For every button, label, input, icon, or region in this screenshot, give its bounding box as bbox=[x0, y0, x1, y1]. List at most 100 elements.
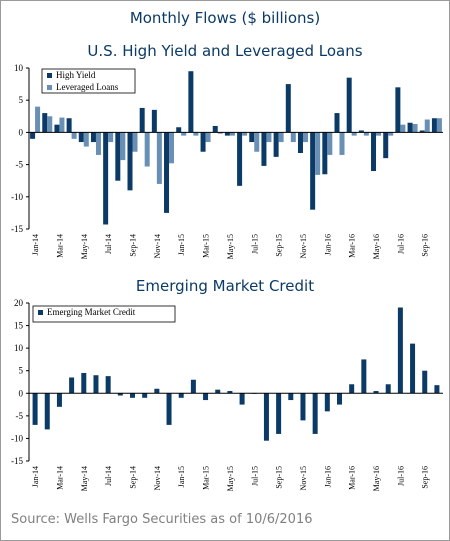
bar bbox=[115, 132, 121, 181]
bar bbox=[44, 393, 50, 430]
bar bbox=[300, 393, 306, 421]
legend-swatch bbox=[47, 73, 52, 78]
bar bbox=[227, 391, 233, 394]
bar bbox=[66, 118, 72, 133]
x-tick-label: May-16 bbox=[372, 234, 381, 259]
bar bbox=[371, 132, 377, 172]
x-tick-label: Jul-14 bbox=[104, 234, 113, 254]
bar bbox=[181, 132, 187, 136]
bar bbox=[422, 370, 428, 394]
y-tick-label: 5 bbox=[19, 366, 24, 376]
bar bbox=[249, 132, 255, 143]
x-tick-label: Mar-15 bbox=[202, 234, 211, 258]
bar bbox=[383, 132, 389, 159]
bar bbox=[388, 132, 394, 136]
bar bbox=[297, 132, 303, 154]
x-tick-label: Jan-16 bbox=[323, 234, 332, 255]
bar bbox=[358, 130, 364, 133]
bar bbox=[90, 132, 96, 143]
y-tick-label: 15 bbox=[14, 321, 24, 331]
legend-swatch bbox=[38, 310, 43, 315]
bar bbox=[273, 132, 279, 157]
legend-label: Leveraged Loans bbox=[56, 82, 119, 92]
bar bbox=[224, 132, 230, 136]
bar bbox=[215, 389, 221, 394]
x-tick-label: Sep-16 bbox=[421, 234, 430, 257]
bar bbox=[139, 107, 145, 133]
x-tick-label: Sep-15 bbox=[275, 234, 284, 257]
bar bbox=[290, 132, 296, 143]
bar bbox=[266, 132, 272, 143]
legend-label: High Yield bbox=[56, 70, 96, 80]
bar bbox=[339, 132, 345, 155]
y-tick-label: -10 bbox=[11, 433, 23, 443]
bar bbox=[78, 132, 84, 143]
bar bbox=[322, 132, 328, 175]
bar bbox=[239, 393, 245, 405]
bar bbox=[263, 393, 269, 441]
bar bbox=[81, 372, 87, 394]
bar bbox=[349, 384, 355, 394]
bar bbox=[276, 393, 282, 434]
y-tick-label: -5 bbox=[16, 411, 24, 421]
bar bbox=[108, 132, 114, 143]
source-note: Source: Wells Fargo Securities as of 10/… bbox=[11, 512, 313, 527]
y-tick-label: 20 bbox=[14, 298, 24, 308]
bar bbox=[132, 132, 138, 152]
bar bbox=[337, 393, 342, 405]
y-tick-label: -15 bbox=[11, 456, 23, 466]
x-tick-label: Sep-14 bbox=[129, 466, 138, 489]
legend-box bbox=[32, 305, 176, 323]
bar bbox=[242, 132, 248, 136]
x-tick-label: Sep-14 bbox=[129, 234, 138, 257]
bar bbox=[166, 393, 172, 425]
bar bbox=[130, 393, 135, 398]
y-tick-label: -5 bbox=[16, 160, 24, 170]
y-tick-label: 0 bbox=[19, 388, 24, 398]
high-yield-leveraged-loans-chart: 10 5 0 -5 -10 -15 Jan-14 Mar-14 May-14 Jul-14 Sep-… bbox=[11, 63, 443, 259]
bar bbox=[47, 116, 53, 133]
x-tick-label: Jan-16 bbox=[323, 466, 332, 487]
bar bbox=[434, 385, 440, 394]
x-tick-label: Mar-14 bbox=[55, 466, 64, 490]
legend-label: Emerging Market Credit bbox=[47, 307, 136, 317]
y-tick-label: -10 bbox=[11, 192, 23, 202]
y-tick-label: 0 bbox=[19, 127, 24, 137]
bar bbox=[431, 118, 437, 133]
bar bbox=[385, 384, 391, 394]
bar bbox=[400, 124, 406, 133]
x-tick-label: Mar-14 bbox=[55, 234, 64, 258]
bar bbox=[127, 132, 133, 191]
bar bbox=[105, 376, 111, 394]
bar bbox=[254, 132, 260, 152]
x-tick-label: May-14 bbox=[80, 466, 89, 491]
bar bbox=[176, 127, 182, 133]
bar bbox=[397, 307, 403, 394]
y-tick-label: 10 bbox=[14, 343, 24, 353]
page-title: Monthly Flows ($ billions) bbox=[129, 9, 321, 27]
bar bbox=[419, 130, 425, 133]
bar bbox=[312, 393, 318, 434]
bar bbox=[83, 132, 89, 147]
bar bbox=[334, 113, 340, 133]
x-tick-label: Sep-15 bbox=[275, 466, 284, 489]
x-tick-label: Sep-16 bbox=[421, 466, 430, 489]
bar bbox=[205, 132, 211, 143]
x-tick-label: May-14 bbox=[80, 234, 89, 259]
x-tick-label: Nov-14 bbox=[153, 234, 162, 258]
bar bbox=[302, 132, 308, 143]
x-tick-label: Nov-15 bbox=[299, 466, 308, 490]
bar bbox=[324, 393, 330, 412]
x-tick-label: Jan-15 bbox=[177, 234, 186, 255]
bar bbox=[54, 124, 60, 133]
bar bbox=[310, 132, 316, 210]
bar bbox=[346, 77, 352, 133]
bar bbox=[156, 132, 162, 184]
bar bbox=[120, 132, 126, 161]
bar bbox=[144, 132, 150, 167]
bar bbox=[278, 132, 284, 143]
bar bbox=[261, 132, 267, 166]
bar bbox=[154, 388, 160, 394]
bar bbox=[203, 393, 209, 401]
x-tick-label: Jan-14 bbox=[31, 466, 40, 487]
